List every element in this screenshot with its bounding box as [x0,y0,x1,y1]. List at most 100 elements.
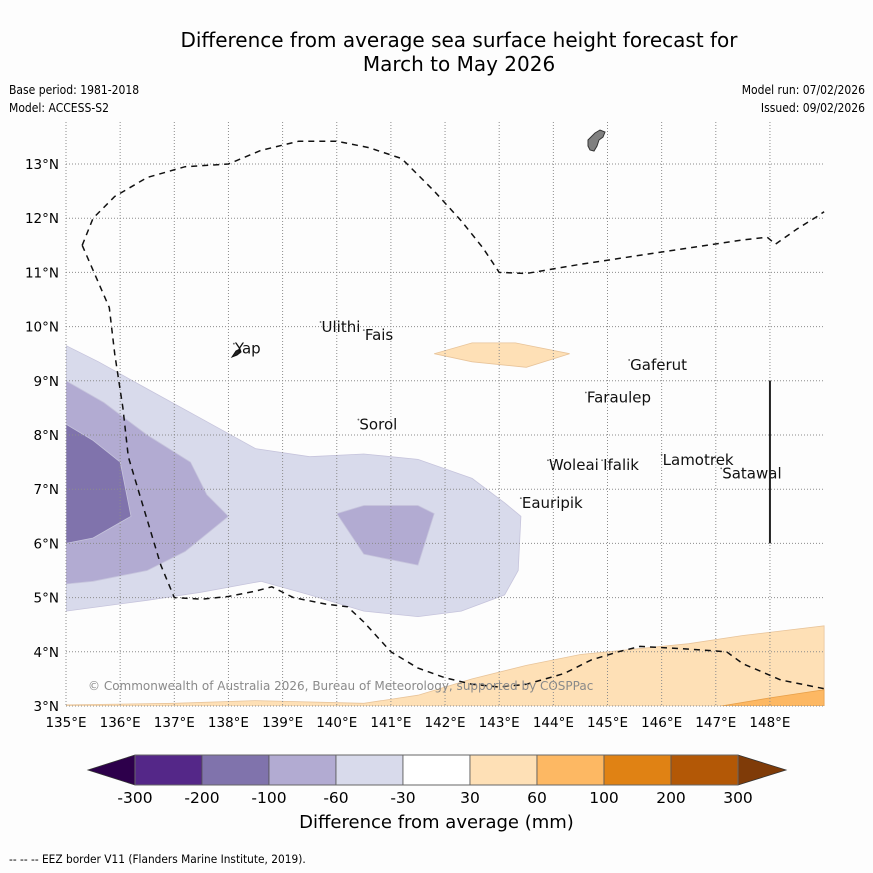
island-label-gaferut: Gaferut [630,356,687,374]
colorbar-extend-right [737,754,788,786]
colorbar-tick-label: -300 [117,789,152,807]
eez-border [81,140,825,690]
x-tick-label: 138°E [208,715,249,731]
colorbar-tick-label: 30 [460,789,480,807]
x-tick-label: 141°E [370,715,411,731]
colorbar-segment [134,754,203,786]
y-tick-label: 13°N [25,157,59,173]
x-tick-label: 145°E [587,715,628,731]
title-line-1: Difference from average sea surface heig… [180,28,738,52]
anomaly-region [66,625,825,706]
x-tick-label: 142°E [425,715,466,731]
anomaly-region [721,689,825,706]
anomaly-region [66,423,132,544]
anomaly-region [336,505,435,566]
island-marker [720,467,723,470]
island-marker [584,391,587,394]
colorbar-tick-label: -200 [184,789,219,807]
island-label-ulithi: Ulithi [322,318,361,336]
island-label-ifalik: Ifalik [603,456,639,474]
island-label-satawal: Satawal [722,464,781,482]
island-label-fais: Fais [365,326,394,344]
island-marker [628,359,631,361]
colorbar-segment [469,754,538,786]
x-axis-ticks: 135°E 136°E 137°E 138°E 139°E 140°E 141°E 142°E… [45,715,790,731]
colorbar-segment [402,754,471,786]
y-tick-label: 4°N [34,645,59,661]
y-tick-label: 3°N [34,699,59,715]
model-name: Model: ACCESS-S2 [9,101,109,115]
island-label-faraulep: Faraulep [587,388,651,406]
base-period: Base period: 1981-2018 [9,83,140,97]
landmasses [230,129,606,359]
island-label-eauripik: Eauripik [522,494,583,512]
title-line-2: March to May 2026 [362,52,556,76]
x-tick-label: 135°E [45,715,86,731]
island-label-sorol: Sorol [359,416,397,434]
colorbar-segment [670,754,739,786]
x-tick-label: 140°E [316,715,357,731]
colorbar-tick-label: 60 [527,789,547,807]
y-tick-label: 7°N [34,482,59,498]
island-marker [660,453,663,456]
y-tick-label: 8°N [34,428,59,444]
island-marker [362,329,365,332]
x-tick-label: 148°E [749,715,790,731]
x-tick-label: 147°E [695,715,736,731]
x-tick-label: 136°E [100,715,141,731]
island-marker [357,418,360,421]
yap-island [230,348,242,359]
island-marker [547,459,549,462]
x-tick-label: 146°E [641,715,682,731]
colorbar-segment [201,754,270,786]
island-marker [601,459,603,462]
colorbar-tick-label: -100 [251,789,286,807]
graticule [65,122,825,707]
copyright-text: © Commonwealth of Australia 2026, Bureau… [88,679,593,693]
x-tick-label: 144°E [533,715,574,731]
colorbar-tick-label: -60 [323,789,348,807]
colorbar-extend-left [86,754,136,786]
colorbar-segment [268,754,337,786]
y-axis-ticks: 3°N 4°N 5°N 6°N 7°N 8°N 9°N 10°N 11°N 12°N 13°N [25,157,59,715]
anomaly-region [66,380,229,585]
colorbar-tick-label: 300 [723,789,753,807]
meta-right: Model run: 07/02/2026 Issued: 09/02/2026 [728,81,865,117]
y-tick-label: 5°N [34,591,59,607]
colorbar-tick-label: 200 [656,789,686,807]
y-tick-label: 10°N [25,320,59,336]
island-labels: Yap Ulithi Fais Sorol Gaferut Faraulep Woleai I… [232,318,782,512]
y-tick-label: 11°N [25,265,59,281]
chart-title: Difference from average sea surface heig… [0,28,873,76]
island-label-woleai: Woleai [549,456,599,474]
eez-border-line [81,245,825,690]
colorbar-frame [134,754,739,786]
guam-island [587,129,606,152]
y-tick-label: 12°N [25,211,59,227]
x-tick-label: 139°E [262,715,303,731]
anomaly-region [434,342,570,368]
x-tick-label: 143°E [479,715,520,731]
colorbar-tick-label: 100 [589,789,619,807]
meta-left: Base period: 1981-2018 Model: ACCESS-S2 [9,81,154,117]
island-label-lamotrek: Lamotrek [663,451,734,469]
colorbar-segment [603,754,672,786]
colorbar-segment [335,754,404,786]
x-tick-label: 137°E [154,715,195,731]
model-run: Model run: 07/02/2026 [741,83,865,97]
colorbar-tick-label: -30 [390,789,415,807]
eez-border-line [81,140,825,275]
colorbar-segment [536,754,605,786]
y-tick-label: 9°N [34,374,59,390]
issued-date: Issued: 09/02/2026 [760,101,865,115]
y-tick-label: 6°N [34,536,59,552]
eez-legend-note: -- -- -- EEZ border V11 (Flanders Marine… [9,852,306,866]
island-label-yap: Yap [234,340,261,358]
colorbar-label: Difference from average (mm) [299,812,574,833]
island-marker [232,342,235,345]
island-marker [519,497,522,500]
colorbar: -300 -200 -100 -60 -30 30 60 100 200 300 [86,754,788,807]
island-marker [319,321,322,323]
anomaly-regions [66,342,825,706]
